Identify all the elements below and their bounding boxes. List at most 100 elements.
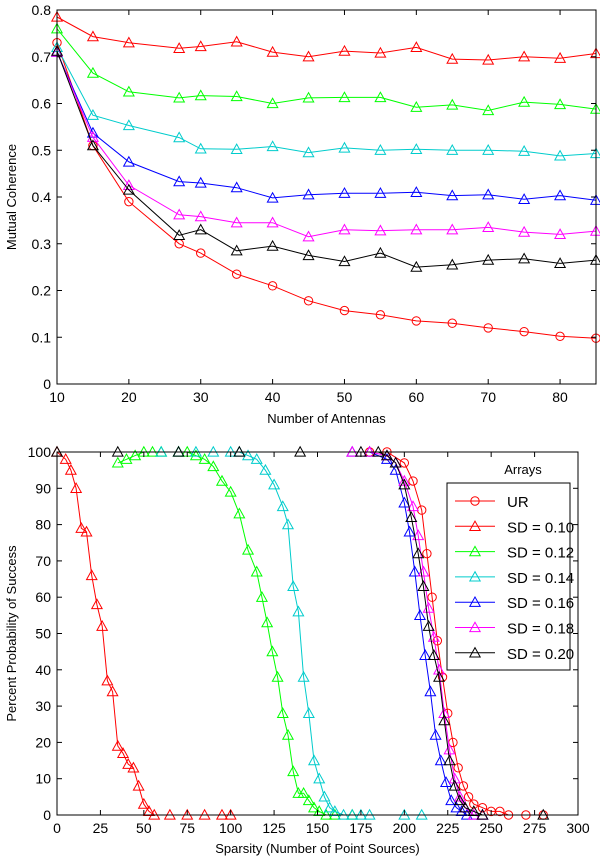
data-point — [198, 808, 211, 820]
series-sd-0-10 — [50, 445, 237, 820]
data-point — [374, 91, 387, 103]
data-point — [318, 790, 331, 802]
data-point — [172, 445, 185, 457]
data-point — [86, 108, 99, 120]
data-point — [446, 52, 459, 64]
data-point — [328, 808, 341, 820]
data-point — [445, 794, 458, 806]
legend-title: Arrays — [504, 462, 542, 477]
data-point — [412, 547, 425, 559]
data-point — [172, 445, 185, 457]
legend-label: SD = 0.10 — [507, 519, 574, 536]
data-point — [518, 95, 531, 107]
y-tick-label: 30 — [35, 698, 51, 714]
y-tick-label: 10 — [35, 771, 51, 787]
data-point — [148, 808, 161, 820]
series-line — [56, 42, 597, 339]
data-point — [132, 779, 145, 791]
legend-entry: SD = 0.12 — [455, 545, 574, 562]
series-line — [56, 451, 231, 816]
data-point — [75, 522, 88, 533]
data-point — [403, 525, 416, 537]
series-sd-0-12 — [111, 445, 359, 820]
data-point — [398, 496, 411, 508]
data-point — [374, 246, 387, 258]
data-point — [302, 91, 315, 103]
data-point — [230, 90, 243, 102]
series-sd-0-20 — [50, 44, 600, 272]
data-point — [463, 792, 474, 802]
data-point — [422, 548, 432, 559]
y-tick-label: 0.5 — [32, 142, 52, 158]
data-point — [80, 525, 93, 537]
data-point — [410, 41, 423, 53]
data-point — [313, 805, 326, 817]
y-tick-label: 100 — [28, 444, 52, 460]
data-point — [589, 47, 600, 59]
data-point — [194, 176, 207, 188]
data-point — [482, 53, 495, 65]
x-tick-label: 80 — [552, 389, 568, 405]
y-tick-label: 0.8 — [32, 2, 52, 18]
x-tick-label: 70 — [480, 389, 496, 405]
data-point — [111, 739, 124, 751]
x-axis-label: Sparsity (Number of Point Sources) — [215, 841, 419, 856]
data-point — [446, 223, 459, 235]
data-point — [224, 808, 237, 820]
data-point — [287, 580, 300, 591]
data-point — [447, 318, 457, 328]
data-point — [266, 645, 279, 657]
data-point — [120, 453, 133, 464]
data-point — [398, 808, 411, 820]
data-point — [101, 674, 114, 686]
x-tick-label: 200 — [393, 820, 417, 836]
data-point — [455, 805, 468, 817]
legend-entry: SD = 0.14 — [455, 570, 574, 587]
series-line — [369, 451, 544, 816]
data-point — [116, 747, 130, 758]
data-point — [122, 155, 135, 167]
data-point — [589, 253, 600, 265]
data-point — [518, 144, 531, 156]
data-point — [320, 808, 333, 820]
legend-marker — [468, 545, 482, 557]
legend-marker — [468, 570, 482, 582]
chart-probability-of-success: 0 25 50 75 100 125 150 175 200 225 250 275 300 0 10 20 3… — [4, 444, 590, 856]
data-point — [266, 239, 279, 251]
data-point — [189, 449, 202, 461]
data-point — [380, 449, 394, 461]
plot-frame — [56, 9, 597, 385]
data-point — [297, 786, 310, 798]
data-point — [408, 565, 421, 577]
data-point — [241, 543, 255, 555]
x-tick-label: 100 — [219, 820, 243, 836]
data-point — [266, 216, 279, 228]
data-point — [410, 223, 423, 235]
x-tick-label: 275 — [523, 820, 547, 836]
data-point — [307, 754, 321, 766]
data-point — [173, 91, 186, 103]
series-line — [56, 47, 597, 157]
data-point — [422, 620, 435, 631]
chart-mutual-coherence: 10 20 30 40 50 60 70 80 0 0.1 0.2 0.3 0.4 0.5 0.6 0.7 0.… — [4, 2, 600, 426]
data-point — [537, 808, 550, 820]
data-point — [250, 453, 263, 464]
data-point — [363, 445, 376, 457]
x-tick-label: 225 — [436, 820, 460, 836]
data-point — [374, 224, 387, 236]
data-point — [338, 255, 351, 267]
data-point — [337, 808, 350, 820]
data-point — [408, 476, 418, 486]
data-point — [589, 147, 600, 159]
data-point — [453, 763, 463, 773]
y-tick-label: 0 — [43, 807, 51, 823]
data-point — [354, 808, 367, 820]
data-point — [207, 460, 220, 472]
data-point — [250, 565, 263, 577]
data-point — [419, 649, 432, 660]
data-point — [163, 808, 176, 820]
data-point — [518, 252, 531, 264]
data-point — [266, 140, 279, 152]
data-point — [90, 598, 103, 610]
data-point — [467, 808, 480, 820]
